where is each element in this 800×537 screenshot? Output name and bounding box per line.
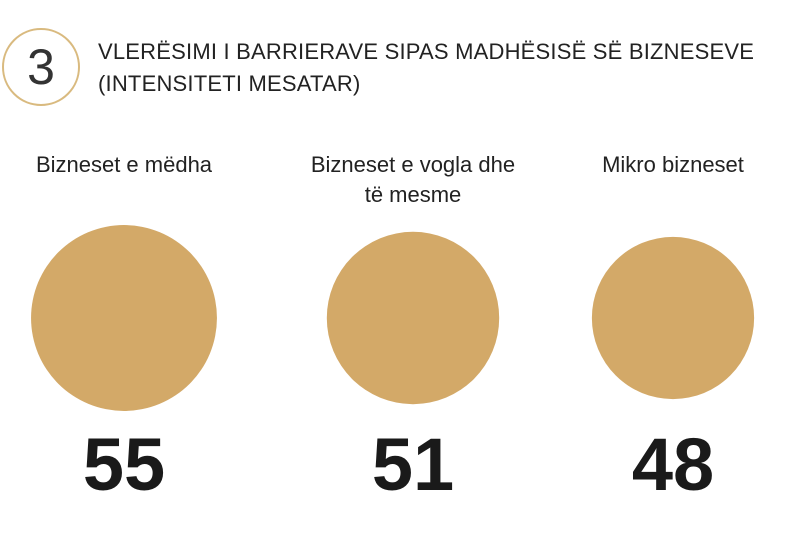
chart-title: VLERËSIMI I BARRIERAVE SIPAS MADHËSISË S… — [98, 39, 755, 96]
badge-circle — [2, 28, 80, 106]
category-label: Bizneset e mëdha — [35, 152, 213, 177]
bubble — [31, 225, 217, 411]
value-label: 51 — [371, 423, 455, 506]
bubble — [591, 236, 755, 400]
category-label: Mikro bizneset — [602, 152, 744, 177]
value-label: 48 — [631, 423, 715, 506]
category-label: Bizneset e vogla dhe të mesme — [310, 152, 516, 207]
bubble — [326, 231, 500, 405]
value-label: 55 — [82, 423, 166, 506]
figure-number: 3 — [27, 39, 55, 95]
